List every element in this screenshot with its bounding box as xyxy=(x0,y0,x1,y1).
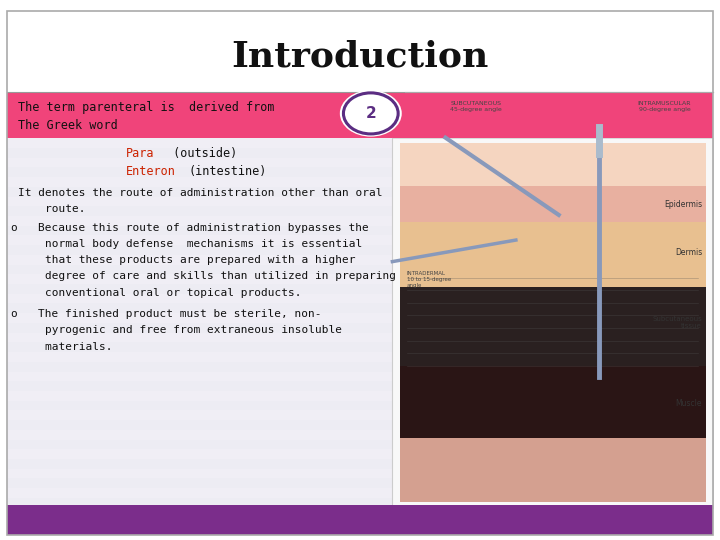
Bar xyxy=(400,222,706,287)
Text: Epidermis: Epidermis xyxy=(664,200,702,208)
Text: degree of care and skills than utilized in preparing: degree of care and skills than utilized … xyxy=(18,272,396,281)
Bar xyxy=(400,366,706,437)
Text: materials.: materials. xyxy=(18,342,112,352)
Text: Para: Para xyxy=(126,147,155,160)
Bar xyxy=(392,138,713,508)
Text: INTRAMUSCULAR
90-degree angle: INTRAMUSCULAR 90-degree angle xyxy=(638,101,691,112)
Text: o   The finished product must be sterile, non-: o The finished product must be sterile, … xyxy=(11,309,321,319)
Text: pyrogenic and free from extraneous insoluble: pyrogenic and free from extraneous insol… xyxy=(18,326,342,335)
Bar xyxy=(7,505,713,535)
Text: Introduction: Introduction xyxy=(231,40,489,73)
Bar xyxy=(7,478,392,488)
Text: that these products are prepared with a higher: that these products are prepared with a … xyxy=(18,255,356,265)
Bar xyxy=(7,401,392,410)
Text: Enteron: Enteron xyxy=(126,165,176,178)
Text: o   Because this route of administration bypasses the: o Because this route of administration b… xyxy=(11,223,369,233)
Bar xyxy=(7,362,392,372)
Bar xyxy=(400,437,706,502)
Bar xyxy=(7,148,392,158)
Bar xyxy=(7,129,392,138)
Text: Muscle: Muscle xyxy=(675,400,702,408)
Text: Subcutaneous
tissue: Subcutaneous tissue xyxy=(652,316,702,329)
Bar xyxy=(7,245,392,255)
Bar xyxy=(7,303,392,313)
Bar xyxy=(7,167,392,177)
Text: 2: 2 xyxy=(366,106,376,121)
Text: It denotes the route of administration other than oral: It denotes the route of administration o… xyxy=(18,188,382,198)
Circle shape xyxy=(340,90,402,137)
Bar xyxy=(7,284,392,294)
Bar xyxy=(7,440,392,449)
Text: route.: route. xyxy=(18,204,86,214)
Bar xyxy=(7,226,392,235)
Bar xyxy=(7,138,392,508)
Bar xyxy=(7,187,392,197)
Bar xyxy=(7,92,713,138)
Bar xyxy=(7,381,392,391)
Text: (outside): (outside) xyxy=(166,147,237,160)
Circle shape xyxy=(343,93,398,134)
Bar xyxy=(7,459,392,469)
Bar xyxy=(7,323,392,333)
Text: Dermis: Dermis xyxy=(675,248,702,257)
Bar xyxy=(7,206,392,216)
Bar xyxy=(7,420,392,430)
Bar xyxy=(400,143,706,186)
Text: (intestine): (intestine) xyxy=(189,165,267,178)
Text: conventional oral or topical products.: conventional oral or topical products. xyxy=(18,288,302,298)
Bar xyxy=(7,342,392,352)
Text: SUBCUTANEOUS
45-degree angle: SUBCUTANEOUS 45-degree angle xyxy=(450,101,502,112)
Text: normal body defense  mechanisms it is essential: normal body defense mechanisms it is ess… xyxy=(18,239,362,249)
Text: The Greek word: The Greek word xyxy=(18,119,118,132)
Bar xyxy=(7,498,392,508)
Text: The term parenteral is  derived from: The term parenteral is derived from xyxy=(18,102,274,114)
Bar xyxy=(400,287,706,366)
Text: INTRADERMAL
10 to 15-degree
angle: INTRADERMAL 10 to 15-degree angle xyxy=(407,271,451,288)
Bar xyxy=(7,265,392,274)
Bar xyxy=(400,186,706,222)
